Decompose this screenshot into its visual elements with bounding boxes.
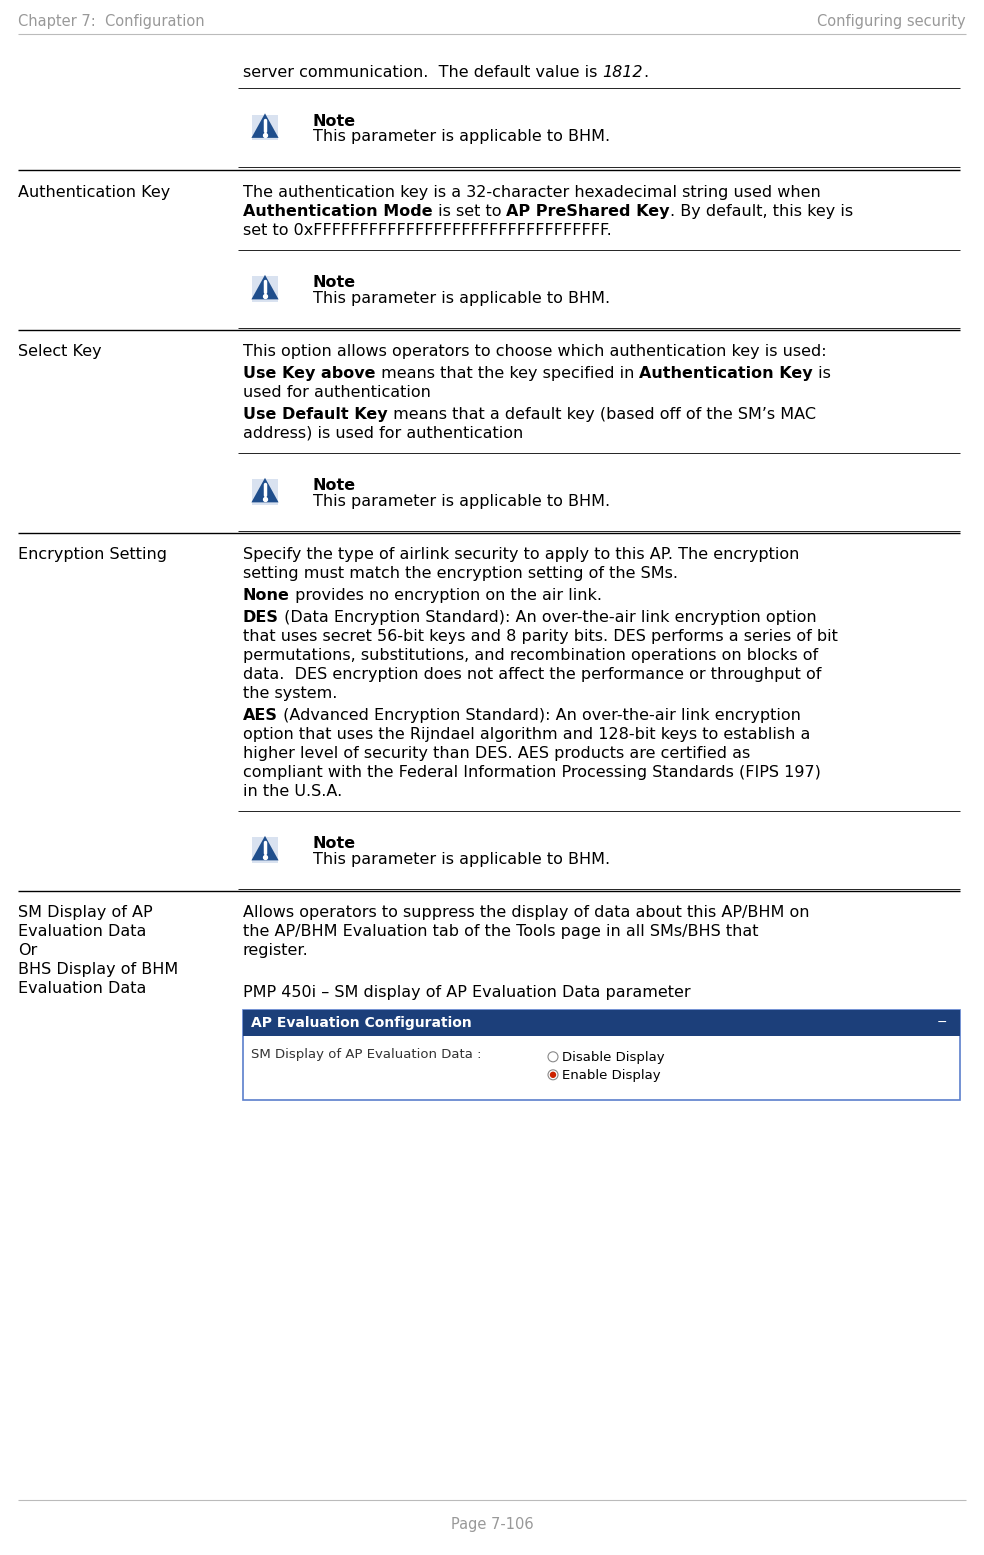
- FancyBboxPatch shape: [252, 115, 277, 140]
- Text: used for authentication: used for authentication: [243, 386, 431, 400]
- Text: This parameter is applicable to BHM.: This parameter is applicable to BHM.: [313, 852, 610, 868]
- Text: Use Default Key: Use Default Key: [243, 407, 388, 421]
- Text: higher level of security than DES. AES products are certified as: higher level of security than DES. AES p…: [243, 746, 750, 760]
- Text: . By default, this key is: . By default, this key is: [670, 204, 853, 219]
- Text: in the U.S.A.: in the U.S.A.: [243, 784, 342, 799]
- Text: set to 0xFFFFFFFFFFFFFFFFFFFFFFFFFFFFFFFF.: set to 0xFFFFFFFFFFFFFFFFFFFFFFFFFFFFFFF…: [243, 222, 612, 238]
- Text: means that the key specified in: means that the key specified in: [376, 365, 639, 381]
- Text: permutations, substitutions, and recombination operations on blocks of: permutations, substitutions, and recombi…: [243, 648, 818, 662]
- Text: Enable Display: Enable Display: [562, 1068, 660, 1082]
- Text: This parameter is applicable to BHM.: This parameter is applicable to BHM.: [313, 494, 610, 508]
- FancyBboxPatch shape: [243, 1009, 960, 1099]
- Text: This parameter is applicable to BHM.: This parameter is applicable to BHM.: [313, 129, 610, 145]
- Text: AP Evaluation Configuration: AP Evaluation Configuration: [251, 1015, 471, 1029]
- Circle shape: [548, 1070, 558, 1079]
- FancyBboxPatch shape: [252, 479, 277, 505]
- Text: Or: Or: [18, 942, 37, 958]
- Text: means that a default key (based off of the SM’s MAC: means that a default key (based off of t…: [388, 407, 816, 421]
- Text: SM Display of AP Evaluation Data :: SM Display of AP Evaluation Data :: [251, 1048, 481, 1061]
- Text: Evaluation Data: Evaluation Data: [18, 924, 147, 939]
- Text: Allows operators to suppress the display of data about this AP/BHM on: Allows operators to suppress the display…: [243, 905, 810, 921]
- Polygon shape: [252, 114, 278, 138]
- Text: None: None: [243, 588, 290, 603]
- Text: the AP/BHM Evaluation tab of the Tools page in all SMs/BHS that: the AP/BHM Evaluation tab of the Tools p…: [243, 924, 759, 939]
- Circle shape: [550, 1071, 556, 1078]
- Text: (Data Encryption Standard): An over-the-air link encryption option: (Data Encryption Standard): An over-the-…: [278, 610, 817, 625]
- Text: the system.: the system.: [243, 686, 338, 701]
- FancyBboxPatch shape: [252, 277, 277, 302]
- Text: is: is: [813, 365, 830, 381]
- Text: option that uses the Rijndael algorithm and 128-bit keys to establish a: option that uses the Rijndael algorithm …: [243, 728, 811, 742]
- Text: provides no encryption on the air link.: provides no encryption on the air link.: [290, 588, 602, 603]
- Text: Authentication Key: Authentication Key: [639, 365, 813, 381]
- Text: Note: Note: [313, 837, 356, 851]
- Text: The authentication key is a 32-character hexadecimal string used when: The authentication key is a 32-character…: [243, 185, 821, 201]
- Text: SM Display of AP: SM Display of AP: [18, 905, 153, 921]
- Text: Page 7-106: Page 7-106: [451, 1518, 533, 1532]
- Text: Note: Note: [313, 477, 356, 493]
- Text: Use Key above: Use Key above: [243, 365, 376, 381]
- Text: 1812: 1812: [602, 65, 643, 79]
- Text: Chapter 7:  Configuration: Chapter 7: Configuration: [18, 14, 205, 30]
- Text: that uses secret 56-bit keys and 8 parity bits. DES performs a series of bit: that uses secret 56-bit keys and 8 parit…: [243, 630, 837, 644]
- Text: register.: register.: [243, 942, 309, 958]
- Text: Authentication Key: Authentication Key: [18, 185, 170, 201]
- FancyBboxPatch shape: [252, 837, 277, 863]
- Text: −: −: [937, 1017, 948, 1029]
- Text: Evaluation Data: Evaluation Data: [18, 981, 147, 997]
- Text: compliant with the Federal Information Processing Standards (FIPS 197): compliant with the Federal Information P…: [243, 765, 821, 781]
- Text: is set to: is set to: [433, 204, 506, 219]
- Text: Configuring security: Configuring security: [818, 14, 966, 30]
- Text: address) is used for authentication: address) is used for authentication: [243, 426, 523, 442]
- Text: Encryption Setting: Encryption Setting: [18, 547, 167, 561]
- Text: PMP 450i – SM display of AP Evaluation Data parameter: PMP 450i – SM display of AP Evaluation D…: [243, 984, 691, 1000]
- Text: Authentication Mode: Authentication Mode: [243, 204, 433, 219]
- Polygon shape: [252, 477, 278, 502]
- Text: setting must match the encryption setting of the SMs.: setting must match the encryption settin…: [243, 566, 678, 582]
- Text: Specify the type of airlink security to apply to this AP. The encryption: Specify the type of airlink security to …: [243, 547, 799, 561]
- Text: BHS Display of BHM: BHS Display of BHM: [18, 963, 178, 977]
- Text: Disable Display: Disable Display: [562, 1051, 664, 1064]
- Text: DES: DES: [243, 610, 278, 625]
- Text: This parameter is applicable to BHM.: This parameter is applicable to BHM.: [313, 291, 610, 306]
- Text: .: .: [643, 65, 648, 79]
- Text: AP PreShared Key: AP PreShared Key: [506, 204, 670, 219]
- Text: data.  DES encryption does not affect the performance or throughput of: data. DES encryption does not affect the…: [243, 667, 822, 683]
- Text: AES: AES: [243, 708, 277, 723]
- Text: (Advanced Encryption Standard): An over-the-air link encryption: (Advanced Encryption Standard): An over-…: [277, 708, 801, 723]
- FancyBboxPatch shape: [243, 1009, 960, 1036]
- Text: This option allows operators to choose which authentication key is used:: This option allows operators to choose w…: [243, 344, 827, 359]
- Polygon shape: [252, 275, 278, 300]
- Text: Select Key: Select Key: [18, 344, 101, 359]
- Text: Note: Note: [313, 275, 356, 289]
- Text: server communication.  The default value is: server communication. The default value …: [243, 65, 602, 79]
- Text: Note: Note: [313, 114, 356, 129]
- Circle shape: [548, 1051, 558, 1062]
- Polygon shape: [252, 837, 278, 860]
